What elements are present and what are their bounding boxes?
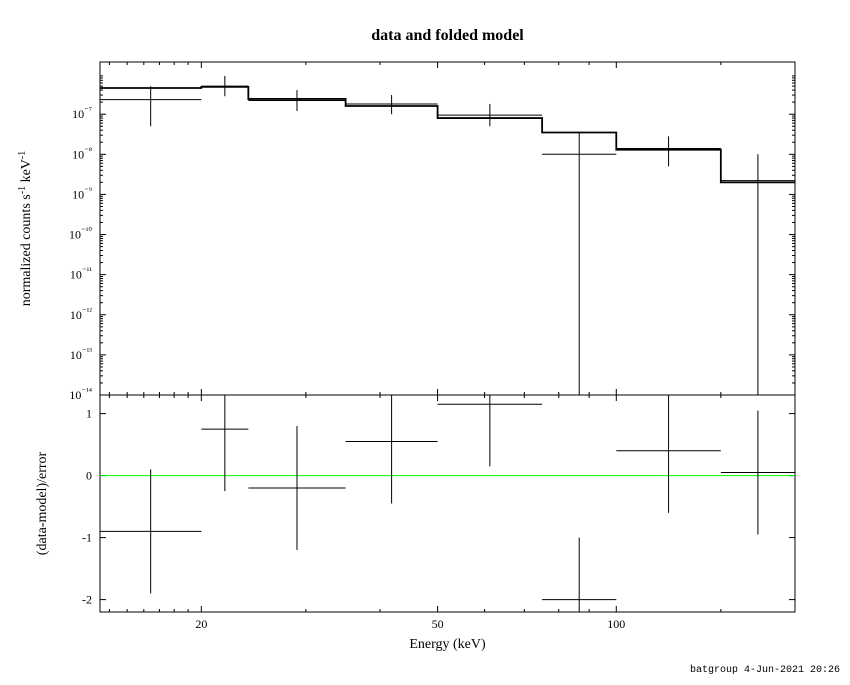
x-tick-label: 100 [607,617,625,631]
y-tick-label-top: 10⁻⁷ [72,105,92,121]
y-tick-label-top: 10⁻¹⁰ [69,226,92,242]
y-tick-label-bottom: 0 [86,469,92,483]
y-tick-label-top: 10⁻⁸ [72,145,92,161]
footer-timestamp: batgroup 4-Jun-2021 20:26 [690,664,840,676]
y-axis-label-bottom: (data-model)/error [35,451,50,555]
y-tick-label-bottom: 1 [86,407,92,421]
y-tick-label-top: 10⁻⁹ [72,185,92,201]
y-tick-label-bottom: -2 [82,593,92,607]
x-tick-label: 50 [432,617,444,631]
y-tick-label-top: 10⁻¹¹ [70,266,92,282]
y-tick-label-top: 10⁻¹² [70,306,92,322]
top-panel-frame [100,62,795,395]
y-axis-label-top: normalized counts s-1 keV-1 [17,151,34,307]
y-tick-label-top: 10⁻¹⁴ [69,386,92,402]
model-step-line [100,87,795,182]
chart-title: data and folded model [371,27,524,44]
bottom-panel-frame [100,395,795,612]
x-tick-label: 20 [195,617,207,631]
x-axis-label: Energy (keV) [409,637,486,652]
spectrum-chart: data and folded model 20 50 100 Energy (keV)… [0,0,850,680]
y-tick-label-top: 10⁻¹³ [70,346,92,362]
y-tick-label-bottom: -1 [82,531,92,545]
